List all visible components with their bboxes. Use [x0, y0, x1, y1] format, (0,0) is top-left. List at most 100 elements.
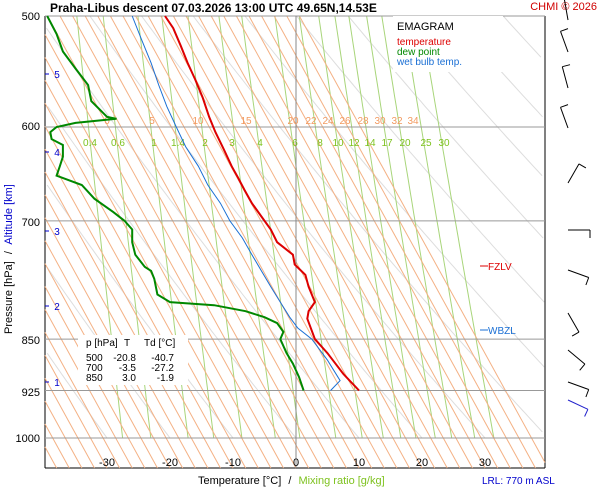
altitude-tick-2: 2: [54, 302, 60, 313]
table-box: [78, 335, 188, 385]
wind-barb-feather: [585, 389, 590, 398]
table-header-t: T: [124, 338, 130, 349]
isotherm-line: [44, 34, 284, 469]
mixing-ratio-label: 30: [438, 138, 450, 149]
y-axis-title: Pressure [hPa] / Altitude [km]: [3, 184, 15, 334]
isotherm-label: 30: [374, 116, 386, 127]
isotherm-line: [210, 15, 461, 469]
mixing-ratio-label: 4: [257, 138, 263, 149]
isotherm-line: [185, 15, 436, 469]
mixing-ratio-label: 0.6: [111, 138, 125, 149]
isotherm-label: 10: [192, 116, 204, 127]
isotherm-line: [44, 332, 121, 469]
isotherm-label: 22: [305, 116, 317, 127]
dry-adiabat-line: [46, 352, 108, 439]
x-axis-separator: /: [288, 475, 292, 487]
table-cell: -1.9: [157, 373, 175, 384]
mixing-ratio-line: [241, 15, 301, 439]
temperature-series-line: [164, 15, 360, 392]
legend: EMAGRAM temperature dew point wet bulb t…: [393, 16, 503, 72]
isotherm-label: 15: [240, 116, 252, 127]
temp-tick-20: 20: [416, 457, 428, 469]
legend-item-wet-bulb: wet bulb temp.: [396, 57, 462, 68]
altitude-tick-5: 5: [54, 70, 60, 81]
wind-barb-shaft: [563, 0, 569, 21]
temp-tick--20: -20: [162, 457, 178, 469]
dewpoint-series-line: [46, 15, 305, 391]
isotherm-label: 24: [322, 116, 334, 127]
mixing-ratio-label: 17: [381, 138, 393, 149]
mixing-ratio-line: [419, 15, 495, 439]
isotherm-label: 32: [391, 116, 403, 127]
isotherm-line: [44, 309, 133, 469]
table-header-td: Td [°C]: [144, 338, 175, 349]
wind-barb-shaft: [567, 349, 586, 365]
temp-tick-0: 0: [293, 457, 299, 469]
dry-adiabat-line: [47, 106, 297, 439]
isotherm-line: [135, 15, 385, 469]
wind-barb-feather: [560, 104, 569, 108]
wind-barb-feather: [579, 363, 586, 371]
altitude-tick-4: 4: [54, 148, 60, 159]
mixing-ratio-label: 1.4: [171, 138, 185, 149]
isotherm-label: 20: [287, 116, 299, 127]
wind-barb-shaft: [560, 31, 569, 53]
fzlv-marker: FZLV: [480, 262, 512, 273]
temp-tick-30: 30: [479, 457, 491, 469]
table-cell: -27.2: [151, 363, 174, 374]
isotherm-line: [44, 103, 247, 469]
wind-barb-shaft: [560, 107, 569, 129]
wind-barb-shaft: [561, 66, 569, 89]
chart-title: Praha-Libus descent 07.03.2026 13:00 UTC…: [50, 1, 377, 15]
legend-title: EMAGRAM: [397, 21, 454, 33]
isotherm-line: [160, 15, 410, 469]
pressure-tick-925: 925: [22, 387, 40, 399]
isotherm-line: [44, 355, 108, 469]
isotherm-line: [44, 400, 83, 469]
isotherm-line: [97, 15, 347, 469]
mixing-ratio-label: 20: [399, 138, 411, 149]
temp-tick-10: 10: [353, 457, 365, 469]
isotherm-line: [122, 15, 373, 469]
y-axis-altitude-label: Altitude [km]: [3, 184, 15, 245]
altitude-tick-3: 3: [54, 227, 60, 238]
altitude-tick-labels: 5 4 3 2 1: [45, 70, 60, 389]
wind-barb-shaft: [567, 163, 580, 184]
dry-adiabat-line: [502, 15, 542, 58]
table-cell: 500: [86, 353, 103, 364]
isotherm-labels: 0 5 10 15 20 22 24 26 28 30 32 34: [104, 116, 419, 127]
table-cell: -40.7: [151, 353, 174, 364]
data-table: p [hPa] T Td [°C] 500 -20.8 -40.7 700 -3…: [78, 335, 188, 385]
table-cell: 700: [86, 363, 103, 374]
isotherm-line: [261, 15, 511, 469]
mixing-ratio-line: [381, 15, 453, 439]
dry-adiabat-line: [347, 15, 544, 239]
dry-adiabat-line: [46, 184, 234, 439]
mixing-ratio-label: 2: [202, 138, 208, 149]
mixing-ratio-label: 25: [420, 138, 432, 149]
x-axis-temperature-label: Temperature [°C]: [198, 475, 281, 487]
isotherm-label: 34: [407, 116, 419, 127]
isotherm-label: 0: [104, 116, 110, 127]
wind-barb-feather: [571, 331, 580, 337]
chmi-credit: CHMI © 2026: [530, 1, 597, 13]
mixing-ratio-label: 0.4: [83, 138, 97, 149]
temp-tick--10: -10: [225, 457, 241, 469]
wind-barb-shaft: [567, 381, 589, 390]
mixing-ratio-line: [218, 15, 276, 439]
table-cell: 850: [86, 373, 103, 384]
isotherm-line: [72, 15, 322, 469]
mixing-ratio-line: [402, 15, 476, 439]
mixing-ratio-line: [348, 15, 417, 439]
table-cell: 3.0: [122, 373, 136, 384]
legend-item-temperature: temperature: [397, 37, 451, 48]
mixing-ratio-line: [161, 15, 215, 439]
wbzl-label: WBZL: [488, 326, 516, 337]
pressure-tick-700: 700: [22, 217, 40, 229]
mixing-ratio-label: 8: [317, 138, 323, 149]
x-axis-title: Temperature [°C] / Mixing ratio [g/kg]: [198, 475, 385, 487]
isotherm-line: [273, 15, 524, 469]
wind-barb-shaft: [567, 399, 589, 410]
wind-barb-feather: [585, 277, 590, 286]
